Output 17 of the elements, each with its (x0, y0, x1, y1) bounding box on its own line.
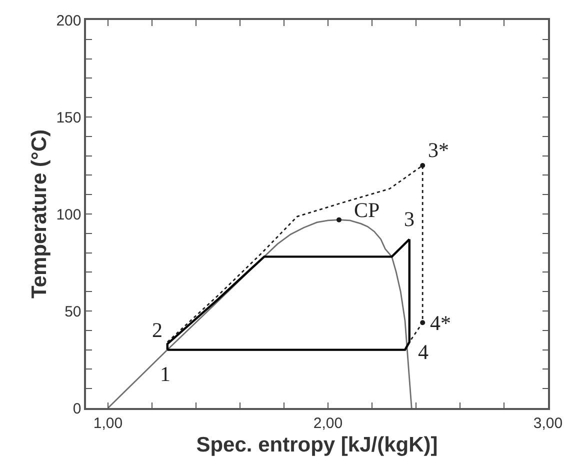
annotation: 3* (428, 138, 449, 162)
annotation: 4 (418, 340, 429, 364)
x-tick-label: 2,00 (313, 414, 343, 432)
annotation: 3 (404, 207, 414, 231)
y-tick-label: 50 (64, 303, 82, 320)
annotation: 1 (160, 362, 170, 386)
annotation: CP (354, 198, 380, 222)
y-tick-label: 100 (56, 206, 82, 224)
x-axis-title: Spec. entropy [kJ/(kgK)] (196, 433, 438, 456)
y-tick-label: 0 (72, 400, 82, 418)
y-tick-label: 200 (56, 12, 82, 30)
y-axis-title: Temperature (°C) (28, 129, 51, 299)
annotation: 4* (430, 311, 451, 335)
annotation: 2 (152, 318, 162, 342)
y-tick-label: 150 (56, 109, 82, 126)
x-tick-label: 1,00 (93, 414, 123, 432)
x-tick-label: 3,00 (533, 414, 563, 432)
